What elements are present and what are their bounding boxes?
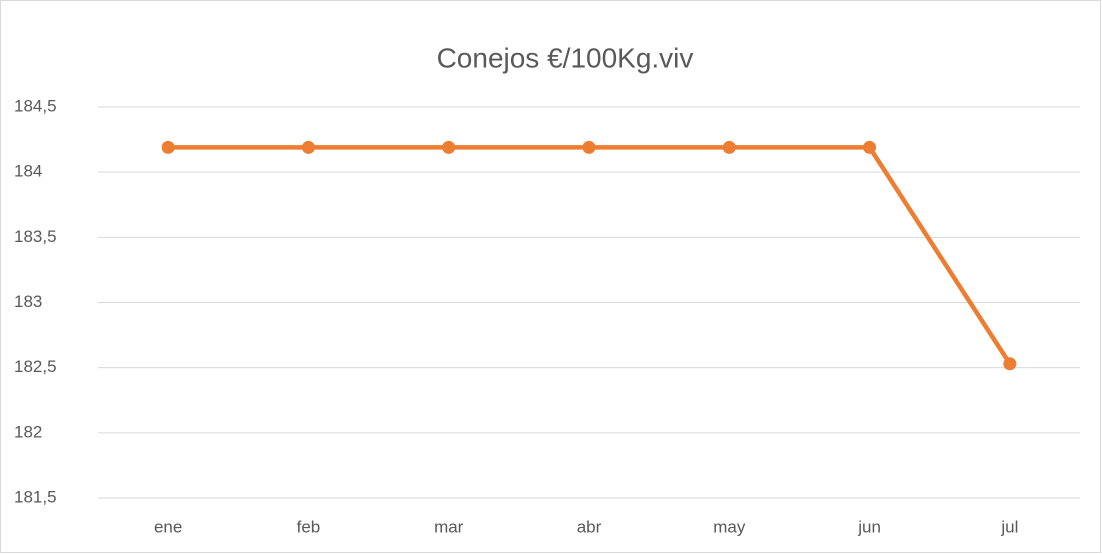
point xyxy=(1003,357,1017,371)
y-tick-label: 182,5 xyxy=(14,357,57,376)
y-tick-label: 184,5 xyxy=(14,96,57,115)
y-tick-label: 183,5 xyxy=(14,227,57,246)
point xyxy=(863,140,877,154)
x-tick-label: jul xyxy=(1000,517,1018,536)
point xyxy=(161,140,175,154)
y-tick-label: 183 xyxy=(14,292,42,311)
x-tick-label: mar xyxy=(434,517,464,536)
y-tick-label: 182 xyxy=(14,422,42,441)
point xyxy=(442,140,456,154)
x-tick-label: may xyxy=(713,517,746,536)
x-tick-label: ene xyxy=(154,517,182,536)
point xyxy=(301,140,315,154)
y-tick-label: 181,5 xyxy=(14,487,57,506)
point xyxy=(582,140,596,154)
y-tick-label: 184 xyxy=(14,162,42,181)
x-tick-label: jun xyxy=(857,517,881,536)
x-tick-label: feb xyxy=(297,517,321,536)
x-tick-label: abr xyxy=(577,517,602,536)
chart-title: Conejos €/100Kg.viv xyxy=(437,42,694,73)
point xyxy=(722,140,736,154)
